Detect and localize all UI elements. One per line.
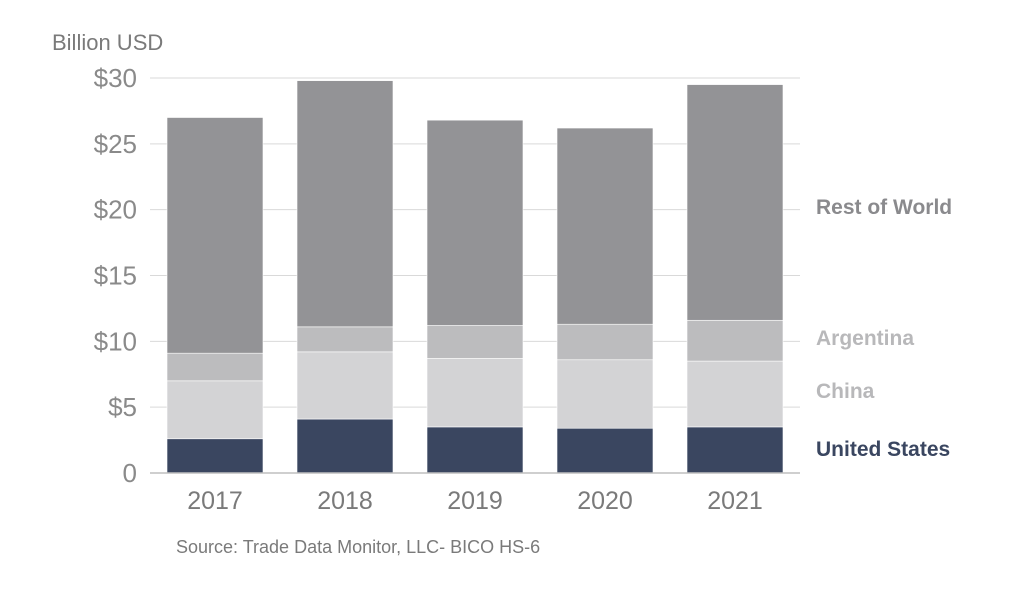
y-tick-label: $30 — [94, 63, 137, 93]
legend-label: United States — [816, 438, 950, 461]
y-axis-unit-label: Billion USD — [52, 30, 163, 55]
source-note: Source: Trade Data Monitor, LLC- BICO HS… — [176, 537, 540, 557]
bar-segment-china — [686, 360, 784, 428]
bar-segment-united-states — [556, 427, 654, 474]
bar-segment-china — [296, 351, 394, 420]
x-tick-label: 2017 — [187, 487, 243, 515]
bar-segment-united-states — [426, 426, 524, 474]
y-tick-label: 0 — [123, 458, 137, 488]
bar-segment-argentina — [166, 352, 264, 382]
bar-segment-rest-of-world — [556, 127, 654, 325]
legend-label: Rest of World — [816, 196, 952, 219]
legend-label: China — [816, 380, 875, 403]
y-tick-label: $25 — [94, 129, 137, 159]
bar-segment-argentina — [296, 326, 394, 353]
bar-segment-rest-of-world — [166, 117, 264, 354]
y-tick-label: $15 — [94, 261, 137, 291]
x-tick-label: 2018 — [317, 487, 373, 515]
bar-segment-china — [556, 359, 654, 429]
y-axis-ticks: 0 $5 $10 $15 $20 $25 $30 — [94, 63, 137, 488]
bar-segment-united-states — [166, 438, 264, 474]
bar-segment-argentina — [426, 325, 524, 359]
legend: United States China Argentina Rest of World — [816, 196, 952, 461]
x-tick-label: 2020 — [577, 487, 633, 515]
bar-segment-china — [426, 358, 524, 428]
bar-segment-argentina — [686, 319, 784, 362]
x-axis-ticks: 2017 2018 2019 2020 2021 — [187, 487, 763, 515]
bars — [166, 80, 784, 474]
bar-segment-rest-of-world — [296, 80, 394, 328]
bar-segment-rest-of-world — [686, 84, 784, 321]
bar-segment-argentina — [556, 323, 654, 361]
x-tick-label: 2021 — [707, 487, 763, 515]
y-tick-label: $5 — [108, 392, 137, 422]
legend-label: Argentina — [816, 327, 914, 350]
x-tick-label: 2019 — [447, 487, 503, 515]
y-tick-label: $10 — [94, 326, 137, 356]
y-tick-label: $20 — [94, 195, 137, 225]
bar-segment-united-states — [686, 426, 784, 474]
bar-segment-china — [166, 380, 264, 440]
bar-segment-rest-of-world — [426, 119, 524, 326]
bar-segment-united-states — [296, 418, 394, 474]
